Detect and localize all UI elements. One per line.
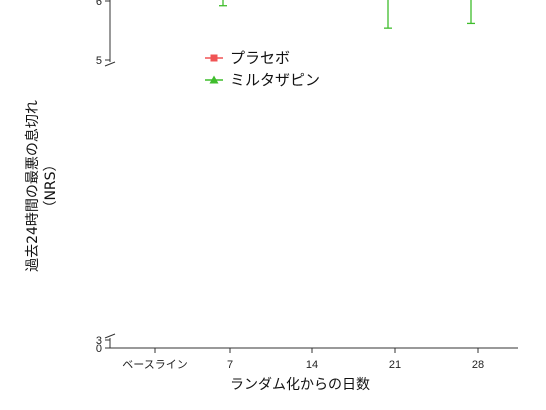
y-tick-label: 0 [96, 343, 102, 355]
x-tick-label: ベースライン [122, 359, 187, 371]
x-tick-label: 28 [472, 359, 484, 371]
y-tick-label: 5 [96, 55, 102, 67]
legend-entry: プラセボ [205, 49, 290, 67]
x-axis-title: ランダム化からの日数 [230, 377, 370, 393]
x-tick-label: 14 [306, 359, 318, 371]
legend-marker [209, 75, 219, 84]
x-tick-label: 7 [227, 359, 233, 371]
y-tick-label: 6 [96, 0, 102, 8]
series-layer [219, 0, 475, 29]
legend-label: ミルタザピン [230, 71, 320, 89]
series-mirtazapine [219, 0, 475, 29]
legend-marker [210, 54, 218, 62]
axis-break-mark [104, 333, 116, 339]
legend-entry: ミルタザピン [205, 71, 320, 89]
axes: 035678910ベースライン7142128 [96, 0, 518, 371]
y-axis-title-line2: （NRS） [43, 157, 59, 214]
x-tick-label: 21 [389, 359, 401, 371]
legend-label: プラセボ [230, 49, 290, 67]
y-tick-label: 3 [96, 335, 102, 347]
y-axis-title-line1: 過去24時間の最悪の息切れ [24, 100, 41, 272]
axis-break-mark [104, 61, 116, 67]
